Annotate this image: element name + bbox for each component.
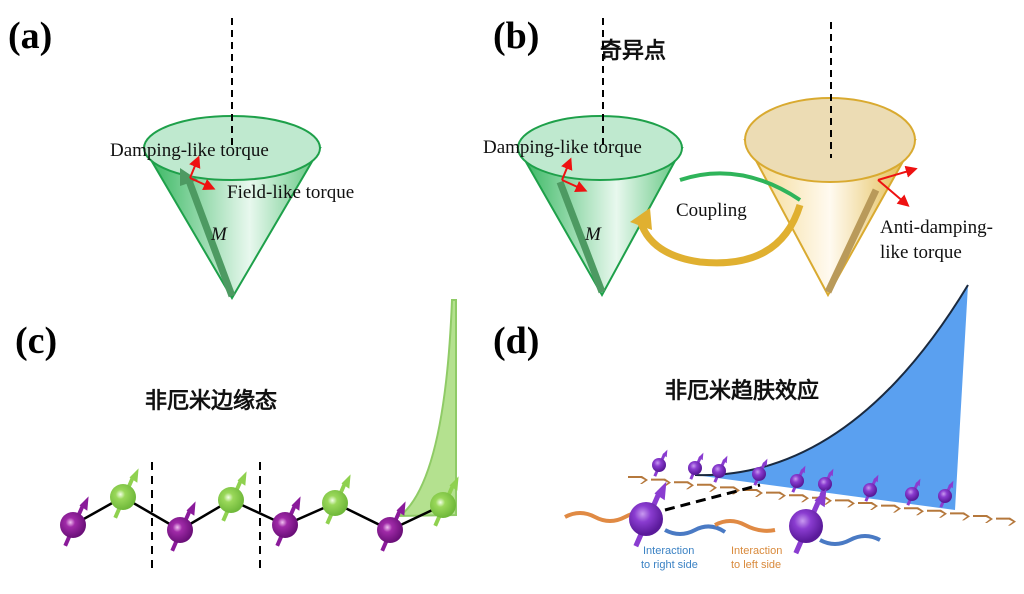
purple-spin [652,449,668,477]
chevron [950,512,970,521]
interaction-left-line1: Interaction [731,545,782,557]
purple-spin [790,465,806,493]
skin-effect-title: 非厄米趋肤效应 [665,378,819,404]
anti-damping-label-1: Anti-damping- [880,217,993,238]
chevron [904,507,924,516]
interaction-right-line2: to right side [641,559,698,571]
right-wave [664,524,727,536]
chevron [996,517,1016,526]
anti-damping-label-2: like torque [880,242,962,263]
chevron [743,489,763,497]
spin-chain [60,468,459,552]
large-purple-spin [789,488,827,555]
chevron [881,504,901,513]
chevron [789,494,809,503]
purple-spin [167,501,196,552]
purple-spin [938,480,954,508]
large-purple-spin [629,481,667,548]
purple-spin [377,501,406,552]
purple-spin [863,474,879,502]
damping-torque-label-b: Damping-like torque [483,137,642,158]
chevron [651,478,671,487]
cone-b-right [743,22,918,298]
green-spin [322,474,351,525]
purple-spin [818,468,834,496]
vector-m-label-a: M [210,224,228,245]
panel-b-label: (b) [493,15,539,57]
chevron [927,509,947,518]
purple-spin [688,452,704,480]
chevron [697,483,717,492]
skin-spins [629,449,954,555]
green-spin [218,471,247,522]
vector-m-label-b: M [584,224,602,245]
purple-spin [752,458,768,486]
coupling-label: Coupling [676,200,747,221]
purple-spin [272,496,301,547]
damping-torque-label-a: Damping-like torque [110,140,269,161]
field-torque-label: Field-like torque [227,182,354,203]
coupling-arrow [630,171,804,267]
chevron [628,476,648,484]
edge-state-title: 非厄米边缘态 [145,388,277,414]
green-spin [430,476,459,527]
chevron [766,491,786,500]
right-wave [819,534,881,546]
chevron [973,515,993,523]
cone-b-left [516,18,684,298]
chevron [835,499,855,508]
panel-c-label: (c) [15,320,57,362]
interaction-right-line1: Interaction [643,545,694,557]
chevron [858,502,878,510]
panel-d-label: (d) [493,320,539,362]
green-spin [110,468,139,519]
panel-a-label: (a) [8,15,52,57]
edge-state-profile [397,299,457,518]
purple-spin [60,496,89,547]
purple-spin [712,455,728,483]
long-range-coupling [664,483,761,512]
skin-mode-profile [695,285,968,510]
interaction-left-line2: to left side [731,559,781,571]
cone-a [142,18,322,300]
left-wave [714,519,776,533]
skin-curve [694,284,969,477]
purple-spin [905,478,921,506]
exceptional-point-title: 奇异点 [600,38,666,64]
chevron [674,481,694,490]
